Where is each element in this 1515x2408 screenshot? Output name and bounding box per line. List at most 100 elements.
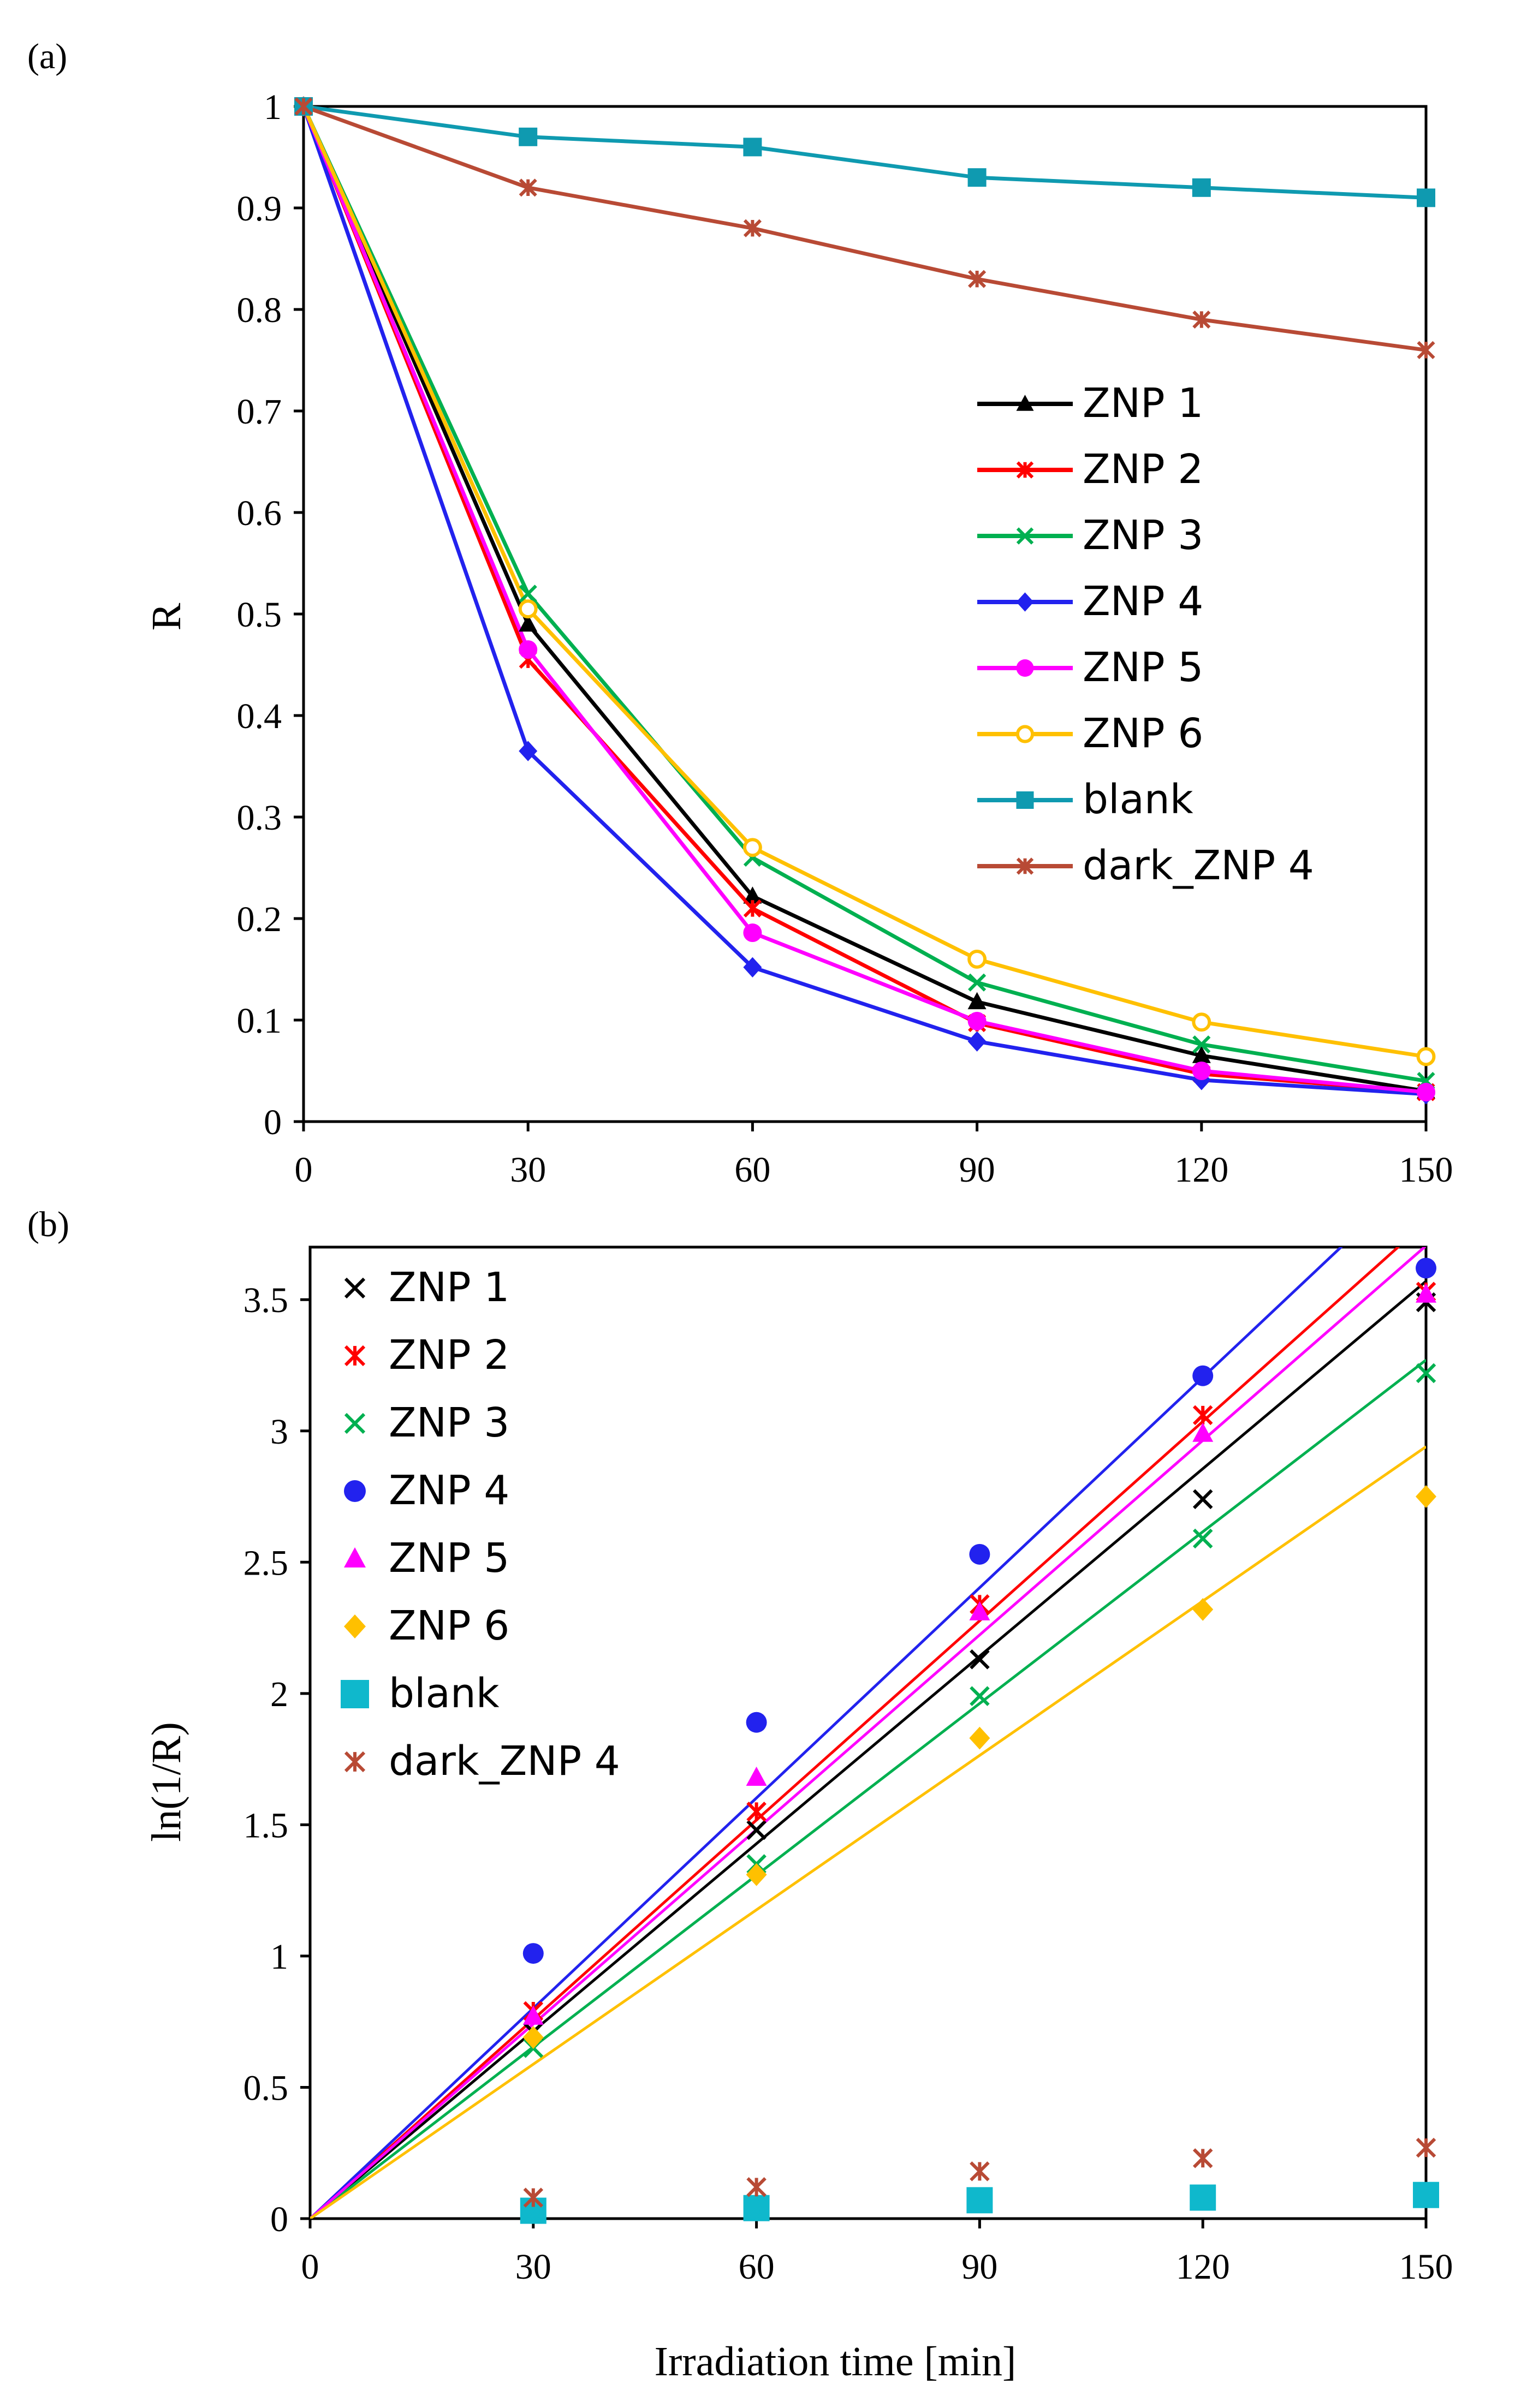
y-tick-label-a: 0.9 [237, 189, 282, 229]
data-point-blank [1417, 188, 1435, 207]
data-point-znp-4 [969, 1543, 990, 1565]
legend-marker-znp-4 [344, 1480, 366, 1502]
y-tick-label-a: 0.6 [237, 493, 282, 533]
y-tick-label-a: 0.5 [237, 595, 282, 635]
legend-label-znp-2: ZNP 2 [389, 1332, 509, 1379]
y-tick-label-a: 0 [264, 1102, 282, 1142]
legend-marker-znp-5 [344, 1547, 366, 1567]
panel-b: (b) ln(1/R) Irradiation time [min] 0 0.5 1… [27, 1205, 1453, 2385]
data-point-znp-6 [1192, 1598, 1214, 1621]
y-tick-label-b: 3.5 [243, 1280, 289, 1320]
x-tick-label-a: 0 [295, 1150, 313, 1190]
data-point-blank [966, 2187, 993, 2214]
legend-label-znp-6: ZNP 6 [1083, 710, 1203, 757]
data-point-znp-5 [743, 923, 762, 943]
data-point-dark-znp-4 [294, 97, 313, 116]
data-point-znp-1 [746, 1820, 767, 1840]
x-tick-label-b: 30 [515, 2247, 551, 2287]
data-point-dark-znp-4 [519, 178, 537, 197]
data-point-znp-4 [1416, 1257, 1436, 1279]
data-point-znp-6 [1192, 1012, 1211, 1032]
series-line-znp-4 [301, 105, 1427, 1096]
data-point-znp-5 [522, 2005, 544, 2025]
y-tick-label-a: 0.4 [237, 696, 282, 736]
data-point-znp-3 [1192, 1528, 1213, 1549]
y-tick-label-a: 0.7 [237, 392, 282, 432]
data-point-znp-2 [1192, 1405, 1213, 1426]
data-point-znp-5 [746, 1766, 767, 1786]
legend-label-znp-1: ZNP 1 [1083, 380, 1203, 427]
legend-label-blank: blank [389, 1670, 500, 1717]
legend-label-znp-4: ZNP 4 [389, 1467, 509, 1514]
legend-label-znp-2: ZNP 2 [1083, 446, 1203, 493]
data-point-blank [519, 127, 538, 146]
data-point-znp-5 [969, 1601, 990, 1620]
x-tick-label-a: 120 [1174, 1150, 1228, 1190]
legend-label-znp-6: ZNP 6 [389, 1602, 509, 1649]
data-point-znp-6 [746, 1863, 767, 1886]
data-point-znp-6 [969, 1726, 990, 1750]
fit-line-znp-6 [310, 1445, 1426, 2219]
series-line-blank [303, 104, 1427, 200]
data-point-znp-3 [970, 1686, 990, 1706]
legend-marker-znp-1 [1016, 395, 1034, 411]
data-point-blank [1190, 2184, 1216, 2211]
legend-label-dark-znp-4: dark_ZNP 4 [1083, 842, 1314, 889]
data-point-znp-6 [522, 2026, 544, 2049]
x-tick-label-a: 30 [510, 1150, 546, 1190]
legend-marker-znp-6 [1015, 725, 1035, 743]
data-point-dark-znp-4 [743, 219, 762, 237]
data-point-dark-znp-4 [746, 2177, 767, 2197]
legend-marker-blank [1016, 791, 1034, 809]
x-tick-label-b: 60 [739, 2247, 775, 2287]
plot-area-a: 0 0.1 0.2 0.3 0.4 0.5 0.6 0.7 0.8 0.9 1 0 30 60 90 120 1… [237, 87, 1453, 1190]
legend-marker-dark-znp-4 [344, 1751, 366, 1773]
data-point-znp-5 [1192, 1062, 1211, 1080]
y-tick-label-b: 0 [270, 2200, 288, 2239]
legend-marker-znp-3 [1016, 527, 1034, 545]
y-tick-label-b: 0.5 [243, 2068, 289, 2108]
x-tick-label-b: 120 [1176, 2247, 1230, 2287]
data-point-znp-3 [1192, 1035, 1211, 1054]
data-point-znp-5 [1416, 1283, 1436, 1303]
data-point-znp-6 [967, 949, 987, 969]
data-point-dark-znp-4 [970, 2161, 990, 2181]
data-point-dark-znp-4 [523, 2188, 544, 2208]
legend-marker-znp-4 [1016, 592, 1034, 612]
fit-lines-b [310, 1247, 1426, 2219]
data-point-dark-znp-4 [1417, 341, 1435, 359]
legend-label-znp-1: ZNP 1 [389, 1264, 509, 1311]
data-point-blank [1413, 2181, 1439, 2208]
data-point-znp-4 [743, 957, 762, 977]
y-tick-label-b: 1 [270, 1937, 288, 1977]
data-point-znp-5 [519, 640, 538, 659]
x-tick-label-b: 150 [1399, 2247, 1453, 2287]
x-tick-label-a: 90 [959, 1150, 995, 1190]
fit-line-znp-3 [310, 1358, 1426, 2219]
data-point-znp-4 [967, 1031, 987, 1052]
series-line-dark-znp-4 [302, 104, 1427, 352]
data-point-znp-4 [519, 741, 538, 761]
legend-label-znp-5: ZNP 5 [1083, 644, 1203, 691]
legend-marker-dark-znp-4 [1016, 857, 1034, 875]
series-line-znp-1 [301, 105, 1427, 1093]
plot-frame-a [302, 105, 1428, 1123]
y-tick-label-a: 0.1 [237, 1001, 282, 1041]
series-line-znp-6 [301, 105, 1427, 1059]
panel-label-a: (a) [27, 37, 67, 76]
legend-marker-znp-2 [1016, 461, 1034, 479]
data-point-znp-6 [742, 838, 762, 857]
data-point-dark-znp-4 [1192, 311, 1211, 329]
y-tick-label-a: 0.3 [237, 798, 282, 838]
legend-label-dark-znp-4: dark_ZNP 4 [389, 1738, 620, 1785]
legend-label-znp-4: ZNP 4 [1083, 578, 1203, 625]
data-point-dark-znp-4 [1192, 2148, 1213, 2168]
data-point-znp-3 [1416, 1363, 1436, 1384]
data-point-znp-1 [970, 1649, 990, 1670]
legend-label-znp-5: ZNP 5 [389, 1535, 509, 1582]
panel-a: (a) R 0 0.1 0.2 0.3 0.4 0.5 0.6 0.7 0.8 0.9 1 0 30 60… [27, 37, 1453, 1190]
fit-line-znp-5 [310, 1247, 1426, 2219]
data-point-znp-6 [518, 599, 538, 619]
fit-line-znp-4 [310, 1247, 1343, 2219]
